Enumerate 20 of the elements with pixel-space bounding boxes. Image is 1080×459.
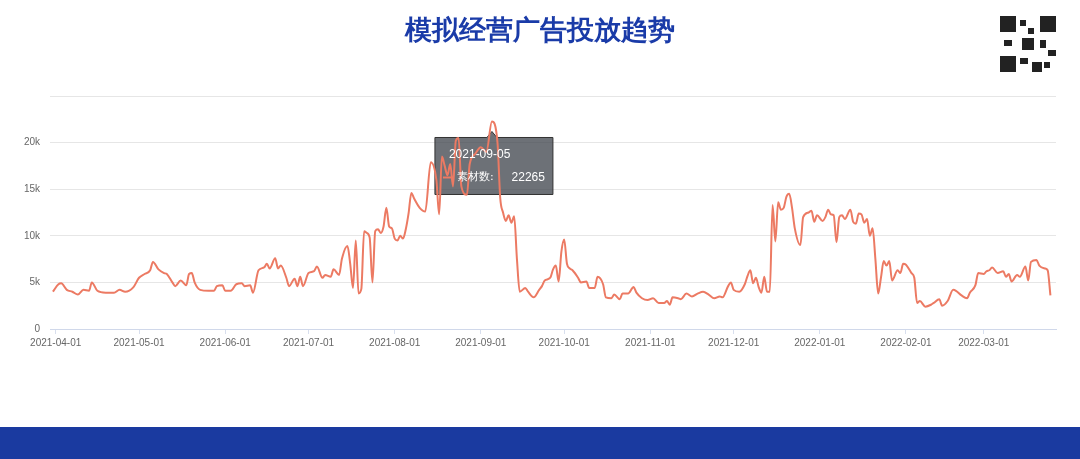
x-tick-label: 2021-08-01: [369, 336, 421, 348]
annotation: 22265: [511, 169, 546, 184]
line-series: [51, 120, 1052, 308]
x-tick-label: 2021-09-01: [455, 336, 507, 348]
y-tick-label: 15k: [24, 182, 42, 194]
x-tick-label: 2021-10-01: [538, 336, 591, 348]
x-tick-label: 2022-01-01: [794, 336, 846, 348]
x-tick-label: 2021-12-01: [708, 336, 760, 348]
y-tick-label: 5k: [29, 276, 42, 288]
y-tick-label: 0: [34, 322, 41, 334]
x-tick-label: 2021-11-01: [625, 336, 676, 348]
x-tick-label: 2021-06-01: [199, 336, 252, 348]
y-tick-label: 20k: [24, 136, 42, 148]
x-tick-label: 2021-05-01: [113, 336, 166, 348]
chart-title: 模拟经营广告投放趋势: [403, 13, 676, 47]
x-tick-label: 2022-02-01: [880, 336, 932, 348]
x-tick-label: 2022-03-01: [958, 336, 1010, 348]
x-tick-label: 2021-07-01: [282, 336, 335, 348]
x-tick-label: 2021-04-01: [30, 336, 82, 348]
y-tick-label: 10k: [24, 229, 42, 241]
